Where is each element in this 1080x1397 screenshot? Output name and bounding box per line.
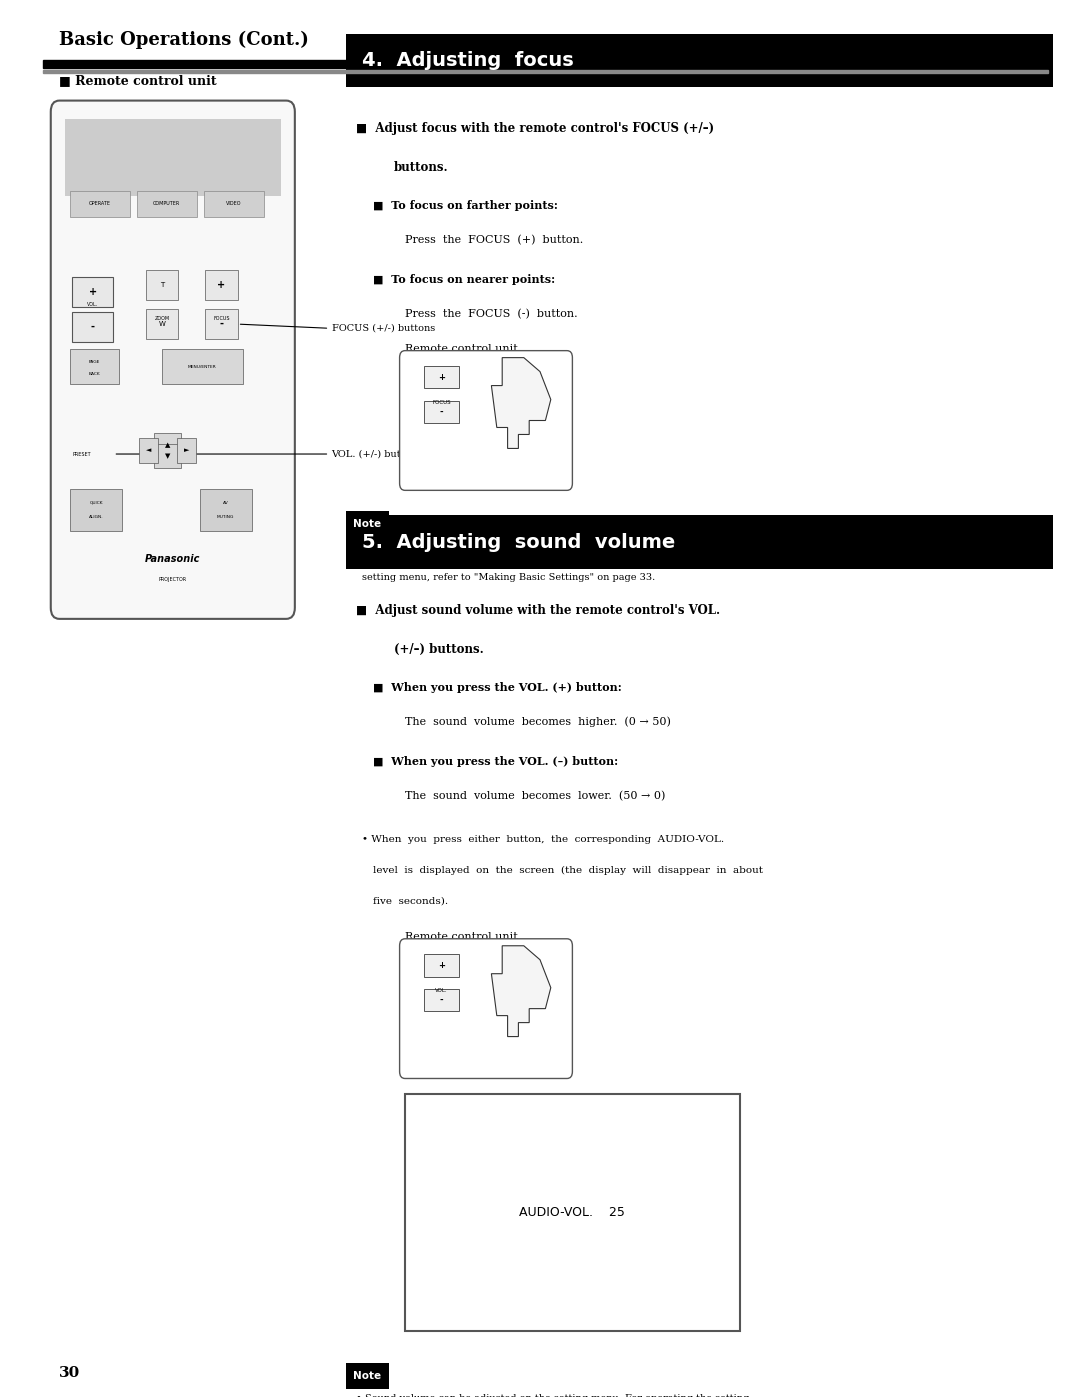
Text: VOL.: VOL. bbox=[87, 302, 98, 307]
Text: MENU/ENTER: MENU/ENTER bbox=[188, 366, 216, 369]
Bar bbox=[205, 309, 238, 339]
Bar bbox=[162, 349, 243, 384]
Text: -: - bbox=[440, 408, 444, 416]
Text: ■  To focus on farther points:: ■ To focus on farther points: bbox=[373, 200, 557, 211]
Text: +: + bbox=[217, 279, 226, 291]
Text: Note: Note bbox=[353, 1370, 381, 1382]
Text: (+/–) buttons.: (+/–) buttons. bbox=[394, 643, 484, 655]
Bar bbox=[146, 270, 178, 300]
Bar bbox=[153, 433, 180, 458]
Text: AUDIO-VOL.    25: AUDIO-VOL. 25 bbox=[519, 1206, 625, 1220]
Text: 30: 30 bbox=[59, 1366, 81, 1380]
Bar bbox=[70, 349, 119, 384]
Text: VIDEO: VIDEO bbox=[226, 201, 241, 207]
Text: VOL.: VOL. bbox=[435, 988, 448, 993]
Text: ■ Remote control unit: ■ Remote control unit bbox=[59, 74, 217, 87]
Bar bbox=[424, 401, 459, 423]
Text: Panasonic: Panasonic bbox=[145, 553, 201, 564]
Bar bbox=[65, 119, 281, 196]
Text: QUICK: QUICK bbox=[90, 502, 103, 504]
Text: FOCUS: FOCUS bbox=[213, 316, 230, 321]
Bar bbox=[205, 270, 238, 300]
Bar bbox=[70, 489, 122, 531]
Bar bbox=[346, 34, 1053, 87]
Bar bbox=[424, 989, 459, 1011]
Text: T: T bbox=[160, 282, 164, 288]
Text: W: W bbox=[159, 321, 165, 327]
Text: Note: Note bbox=[353, 518, 381, 529]
Text: ZOOM: ZOOM bbox=[154, 316, 170, 321]
Text: VOL. (+/-) buttons: VOL. (+/-) buttons bbox=[332, 450, 422, 458]
Text: Screen display: Screen display bbox=[405, 1097, 488, 1106]
FancyBboxPatch shape bbox=[400, 939, 572, 1078]
Text: 5.  Adjusting  sound  volume: 5. Adjusting sound volume bbox=[362, 532, 675, 552]
Text: MUTING: MUTING bbox=[217, 515, 234, 518]
Text: ■  Adjust focus with the remote control's FOCUS (+/–): ■ Adjust focus with the remote control's… bbox=[356, 122, 715, 134]
Text: OPERATE: OPERATE bbox=[89, 201, 110, 207]
Text: BACK: BACK bbox=[89, 373, 99, 376]
Text: setting menu, refer to "Making Basic Settings" on page 33.: setting menu, refer to "Making Basic Set… bbox=[362, 573, 656, 581]
Bar bbox=[346, 515, 1053, 569]
Text: Basic Operations (Cont.): Basic Operations (Cont.) bbox=[59, 31, 309, 49]
Text: Press  the  FOCUS  (-)  button.: Press the FOCUS (-) button. bbox=[405, 309, 578, 319]
Text: 4.  Adjusting  focus: 4. Adjusting focus bbox=[362, 50, 573, 70]
Text: • Focus adjustment can also be made on the setting menu. For operating the: • Focus adjustment can also be made on t… bbox=[356, 542, 738, 550]
Bar bbox=[153, 444, 180, 468]
FancyBboxPatch shape bbox=[400, 351, 572, 490]
Text: AV: AV bbox=[222, 502, 229, 504]
Bar bbox=[43, 70, 1048, 73]
Bar bbox=[70, 191, 130, 217]
Bar bbox=[177, 439, 195, 462]
Text: FOCUS (+/-) buttons: FOCUS (+/-) buttons bbox=[332, 324, 435, 332]
Text: • When  you  press  either  button,  the  corresponding  AUDIO-VOL.: • When you press either button, the corr… bbox=[362, 835, 724, 844]
Bar bbox=[72, 277, 113, 307]
Text: FOCUS: FOCUS bbox=[432, 400, 451, 405]
Text: buttons.: buttons. bbox=[394, 161, 449, 173]
Text: Remote control unit: Remote control unit bbox=[405, 344, 517, 353]
Text: +: + bbox=[89, 286, 97, 298]
Bar bbox=[346, 1363, 389, 1389]
Text: ■  To focus on nearer points:: ■ To focus on nearer points: bbox=[373, 274, 555, 285]
Bar bbox=[405, 1094, 740, 1331]
Bar bbox=[43, 60, 1048, 68]
Text: ►: ► bbox=[184, 447, 189, 454]
Text: PROJECTOR: PROJECTOR bbox=[159, 577, 187, 583]
Text: ■  When you press the VOL. (–) button:: ■ When you press the VOL. (–) button: bbox=[373, 756, 618, 767]
Text: ■  When you press the VOL. (+) button:: ■ When you press the VOL. (+) button: bbox=[373, 682, 621, 693]
Bar bbox=[424, 954, 459, 977]
Text: COMPUTER: COMPUTER bbox=[152, 201, 180, 207]
Text: ▼: ▼ bbox=[165, 453, 170, 458]
Text: Remote control unit: Remote control unit bbox=[405, 932, 517, 942]
Text: five  seconds).: five seconds). bbox=[373, 897, 448, 905]
Text: -: - bbox=[219, 319, 224, 330]
Text: ◄: ◄ bbox=[146, 447, 151, 454]
Text: • Sound volume can be adjusted on the setting menu. For operating the setting: • Sound volume can be adjusted on the se… bbox=[356, 1394, 750, 1397]
Bar bbox=[137, 191, 197, 217]
Text: -: - bbox=[440, 996, 444, 1004]
Text: ■  Adjust sound volume with the remote control's VOL.: ■ Adjust sound volume with the remote co… bbox=[356, 604, 720, 616]
Bar bbox=[200, 489, 252, 531]
Bar bbox=[204, 191, 264, 217]
Text: The  sound  volume  becomes  lower.  (50 → 0): The sound volume becomes lower. (50 → 0) bbox=[405, 791, 665, 800]
Text: PAGE: PAGE bbox=[89, 360, 99, 363]
Text: +: + bbox=[438, 961, 445, 970]
Text: The  sound  volume  becomes  higher.  (0 → 50): The sound volume becomes higher. (0 → 50… bbox=[405, 717, 671, 728]
Text: -: - bbox=[91, 321, 95, 332]
FancyBboxPatch shape bbox=[51, 101, 295, 619]
Text: ▲: ▲ bbox=[165, 443, 170, 448]
Polygon shape bbox=[491, 946, 551, 1037]
Text: +: + bbox=[438, 373, 445, 381]
Bar bbox=[72, 312, 113, 342]
Bar bbox=[346, 511, 389, 536]
Polygon shape bbox=[491, 358, 551, 448]
Bar bbox=[424, 366, 459, 388]
Text: level  is  displayed  on  the  screen  (the  display  will  disappear  in  about: level is displayed on the screen (the di… bbox=[373, 866, 762, 876]
Text: PRESET: PRESET bbox=[72, 451, 91, 457]
Text: ALIGN.: ALIGN. bbox=[89, 515, 104, 518]
Text: Press  the  FOCUS  (+)  button.: Press the FOCUS (+) button. bbox=[405, 235, 583, 244]
Bar bbox=[139, 439, 158, 462]
Bar bbox=[146, 309, 178, 339]
